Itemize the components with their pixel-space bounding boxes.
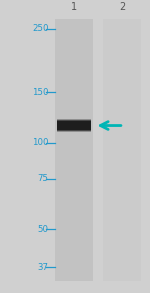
Text: 150: 150 bbox=[32, 88, 49, 97]
Bar bbox=[57, 119, 91, 132]
Text: 50: 50 bbox=[38, 225, 49, 234]
Bar bbox=[57, 121, 91, 130]
FancyBboxPatch shape bbox=[103, 19, 141, 281]
Text: 1: 1 bbox=[71, 2, 77, 12]
Text: 37: 37 bbox=[38, 263, 49, 272]
FancyBboxPatch shape bbox=[55, 19, 93, 281]
Text: 2: 2 bbox=[119, 2, 125, 12]
Text: 250: 250 bbox=[32, 24, 49, 33]
Bar bbox=[57, 120, 91, 131]
Text: 100: 100 bbox=[32, 139, 49, 147]
Text: 75: 75 bbox=[38, 174, 49, 183]
